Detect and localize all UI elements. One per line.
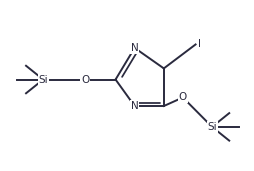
Text: Si: Si [38,75,48,84]
Text: N: N [131,43,138,53]
Text: I: I [198,40,201,49]
Text: N: N [131,101,138,111]
Text: O: O [81,75,89,84]
Text: O: O [179,93,187,102]
Text: Si: Si [207,122,217,132]
